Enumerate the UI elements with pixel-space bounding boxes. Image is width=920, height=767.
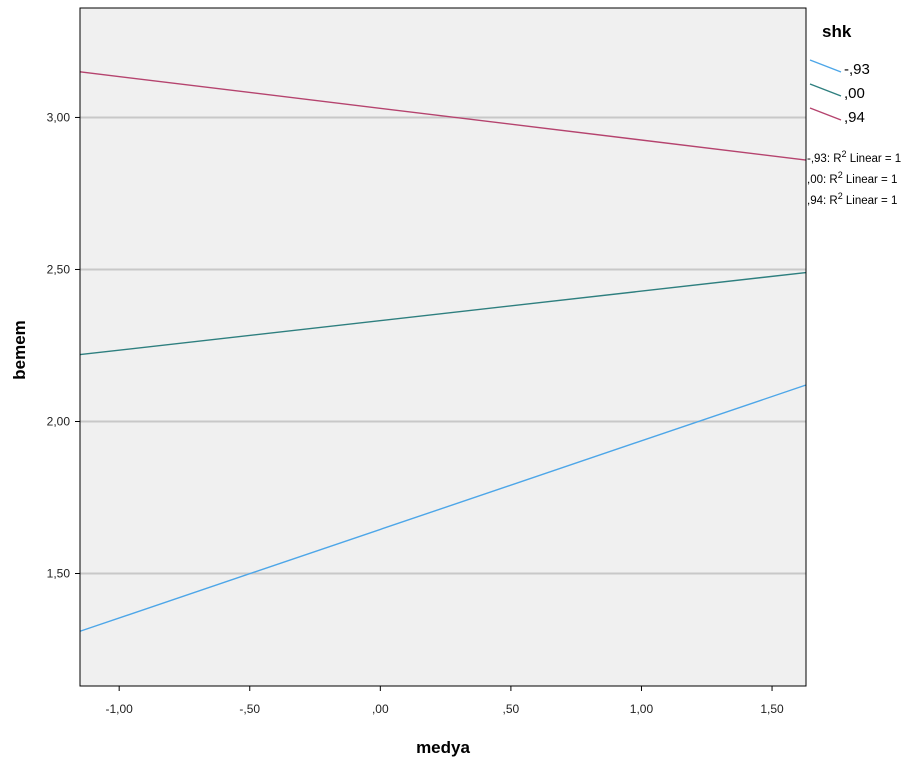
- legend-swatch: [809, 59, 842, 73]
- y-axis-title: bemem: [10, 320, 29, 380]
- x-tick-label: ,00: [372, 702, 389, 716]
- y-tick-label: 3,00: [47, 110, 71, 124]
- y-axis: 1,50 2,00 2,50 3,00: [47, 110, 80, 581]
- fit-note: ,94: R2 Linear = 1: [807, 191, 897, 207]
- x-tick-label: ,50: [503, 702, 520, 716]
- legend-label: ,94: [844, 109, 865, 126]
- x-tick-label: 1,50: [760, 702, 784, 716]
- series-line: [79, 271, 807, 356]
- legend-label: -,93: [844, 61, 870, 78]
- plot-area: [79, 7, 807, 687]
- legend-swatch: [809, 107, 842, 121]
- x-axis: -1,00 -,50 ,00 ,50 1,00 1,50: [105, 686, 784, 716]
- series-line: [79, 71, 807, 161]
- y-tick-label: 2,50: [47, 262, 71, 276]
- x-tick-label: 1,00: [630, 702, 654, 716]
- legend-label: ,00: [844, 85, 865, 102]
- legend: -,93 ,00 ,94: [809, 59, 870, 126]
- x-tick-label: -1,00: [105, 702, 133, 716]
- series-lines: [79, 71, 807, 632]
- fit-note: -,93: R2 Linear = 1: [807, 149, 901, 165]
- fit-line-notes: -,93: R2 Linear = 1 ,00: R2 Linear = 1 ,94…: [807, 149, 901, 207]
- fit-note: ,00: R2 Linear = 1: [807, 170, 897, 186]
- x-tick-label: -,50: [239, 702, 260, 716]
- legend-swatch: [809, 83, 842, 97]
- plot-border: [79, 7, 807, 687]
- y-tick-label: 1,50: [47, 567, 71, 581]
- gridlines: [80, 116, 806, 575]
- y-tick-label: 2,00: [47, 414, 71, 428]
- legend-title: shk: [822, 22, 852, 41]
- x-axis-title: medya: [416, 738, 470, 757]
- series-line: [79, 384, 807, 632]
